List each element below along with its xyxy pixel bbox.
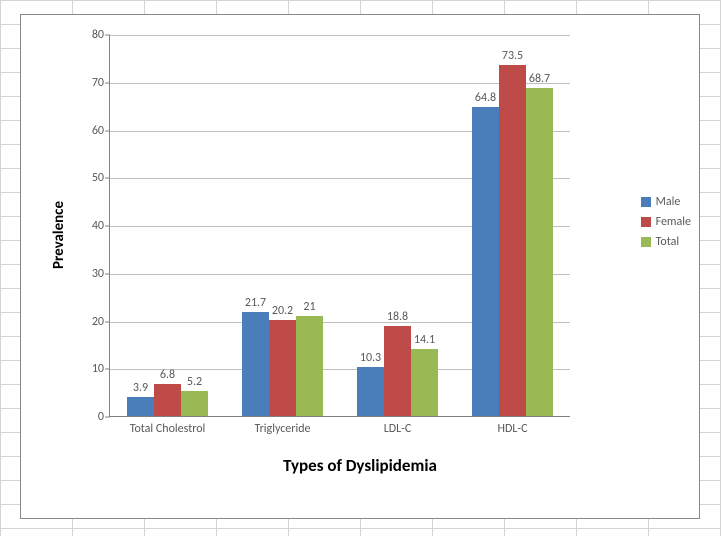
bar: 64.8 xyxy=(472,107,499,416)
bar: 73.5 xyxy=(499,65,526,416)
gridline xyxy=(110,35,570,36)
x-tick-label: HDL-C xyxy=(498,422,528,436)
y-tick-label: 30 xyxy=(92,267,104,281)
bar: 10.3 xyxy=(357,367,384,416)
legend-label: Male xyxy=(656,195,681,209)
bar: 68.7 xyxy=(526,88,553,416)
legend: Male Female Total xyxy=(641,195,691,255)
bar-value-label: 68.7 xyxy=(529,72,550,86)
bar: 14.1 xyxy=(411,349,438,416)
y-axis-title: Prevalence xyxy=(50,201,68,269)
legend-label: Total xyxy=(656,235,679,249)
bar-value-label: 6.8 xyxy=(160,368,175,382)
bar-value-label: 20.2 xyxy=(272,304,293,318)
bar: 3.9 xyxy=(127,397,154,416)
legend-item: Male xyxy=(641,195,691,209)
bar-value-label: 10.3 xyxy=(360,351,381,365)
legend-swatch xyxy=(641,197,651,207)
bar: 21.7 xyxy=(242,312,269,416)
x-tick-label: LDL-C xyxy=(384,422,412,436)
y-tick-label: 80 xyxy=(92,28,104,42)
legend-label: Female xyxy=(656,215,691,229)
y-tick-label: 70 xyxy=(92,76,104,90)
bar-value-label: 5.2 xyxy=(187,375,202,389)
bar-value-label: 64.8 xyxy=(475,91,496,105)
bar: 5.2 xyxy=(181,391,208,416)
y-tick-label: 60 xyxy=(92,124,104,138)
bar: 21 xyxy=(296,316,323,416)
bar-value-label: 21 xyxy=(303,300,315,314)
bar: 18.8 xyxy=(384,326,411,416)
y-tick-label: 0 xyxy=(98,410,104,424)
bar-value-label: 14.1 xyxy=(414,333,435,347)
legend-swatch xyxy=(641,237,651,247)
x-axis-title: Types of Dyslipidemia xyxy=(283,455,437,476)
legend-item: Female xyxy=(641,215,691,229)
legend-swatch xyxy=(641,217,651,227)
y-tick-label: 40 xyxy=(92,219,104,233)
bar-value-label: 3.9 xyxy=(133,381,148,395)
x-tick-label: Total Cholestrol xyxy=(130,422,206,436)
y-tick-label: 10 xyxy=(92,362,104,376)
bar-value-label: 21.7 xyxy=(245,296,266,310)
bar: 20.2 xyxy=(269,320,296,416)
y-tick-label: 20 xyxy=(92,315,104,329)
bar-value-label: 73.5 xyxy=(502,49,523,63)
bar: 6.8 xyxy=(154,384,181,416)
bar-value-label: 18.8 xyxy=(387,310,408,324)
legend-item: Total xyxy=(641,235,691,249)
chart-frame: 010203040506070803.96.85.2Total Cholestr… xyxy=(20,14,700,519)
y-tick-label: 50 xyxy=(92,171,104,185)
plot-area: 010203040506070803.96.85.2Total Cholestr… xyxy=(109,35,570,417)
x-tick-label: Triglyceride xyxy=(255,422,311,436)
